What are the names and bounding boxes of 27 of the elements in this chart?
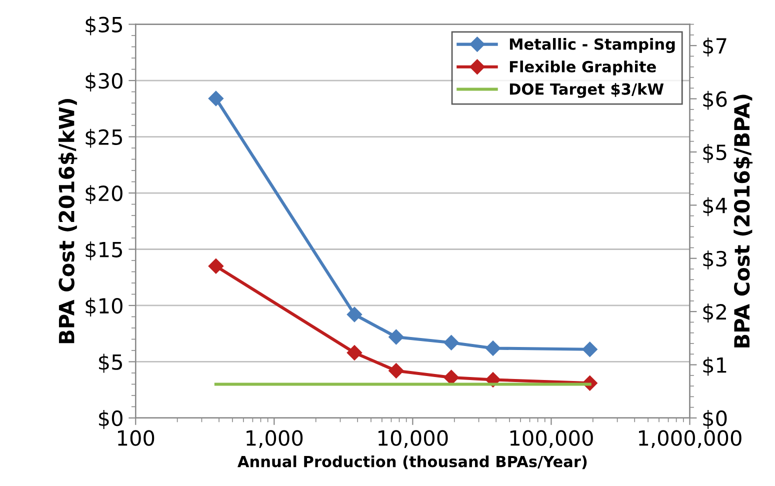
x-tick-label: 1,000,000 — [639, 430, 742, 448]
x-tick-label: 10,000 — [378, 430, 448, 448]
y-axis-title: BPA Cost (2016$/kW) — [58, 99, 78, 344]
legend-label: DOE Target $3/kW — [510, 83, 664, 98]
x-axis-title: Annual Production (thousand BPAs/Year) — [238, 455, 587, 470]
x-tick-label: 100,000 — [510, 430, 593, 448]
y2-tick-label: $4 — [703, 197, 727, 216]
y2-tick-label: $1 — [703, 356, 726, 376]
y2-axis-title: BPA Cost (2016$/BPA) — [734, 94, 753, 348]
legend-label: Flexible Graphite — [510, 60, 656, 76]
y-tick-label: $15 — [86, 241, 122, 260]
y-tick-label: $0 — [99, 410, 122, 429]
y2-tick-label: $2 — [703, 304, 726, 323]
legend-label: Metallic - Stamping — [510, 38, 675, 53]
y2-tick-label: $7 — [703, 38, 726, 57]
y2-tick-label: $0 — [703, 410, 727, 429]
y-tick-label: $5 — [99, 354, 122, 373]
y-tick-label: $35 — [86, 16, 122, 36]
y2-tick-label: $6 — [703, 90, 727, 110]
y2-tick-label: $5 — [703, 144, 726, 163]
x-tick-label: 1,000 — [246, 430, 303, 448]
x-tick-label: 100 — [118, 430, 154, 446]
y-tick-label: $25 — [86, 128, 122, 148]
y2-tick-label: $3 — [703, 250, 726, 270]
y-tick-label: $30 — [86, 72, 122, 92]
y-tick-label: $20 — [86, 185, 122, 204]
y-tick-label: $10 — [86, 298, 122, 316]
